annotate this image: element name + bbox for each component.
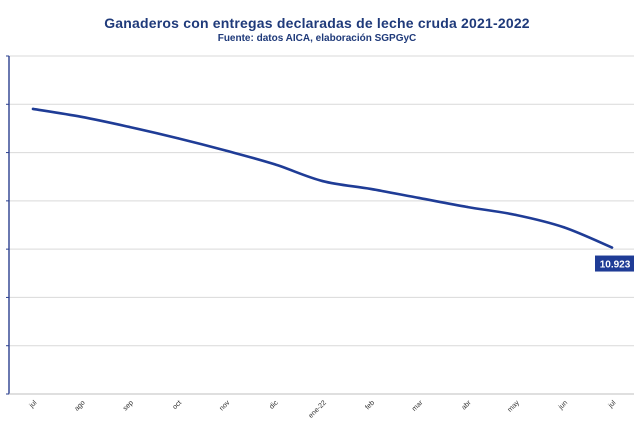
x-tick-label: mar — [411, 399, 425, 413]
gridlines — [6, 55, 634, 395]
data-point — [369, 187, 372, 191]
data-label-box — [595, 255, 634, 272]
chart-subtitle: Fuente: datos AICA, elaboración SGPGyC — [217, 33, 417, 44]
data-label: 10.923 — [600, 260, 631, 271]
data-point — [224, 149, 228, 152]
x-tick-label: jul — [607, 399, 618, 410]
series-line — [31, 107, 614, 249]
x-tick-label: oct — [172, 399, 184, 411]
data-point — [128, 125, 131, 129]
data-point — [610, 246, 614, 249]
x-tick-label: dic — [268, 399, 280, 411]
x-tick-label: ago — [73, 399, 86, 412]
data-point — [417, 196, 421, 200]
data-point — [321, 179, 324, 183]
data-point — [176, 137, 179, 140]
x-tick-label: may — [507, 399, 522, 414]
data-label-group: 10.923 — [595, 255, 634, 272]
x-axis-ticks: jul ago sep oct nov dic ene-22 feb mar abr may jun j… — [28, 399, 618, 420]
data-point — [80, 115, 83, 119]
series-line-group — [31, 107, 614, 249]
x-tick-label: nov — [218, 399, 231, 412]
x-tick-label: jun — [557, 399, 569, 411]
x-tick-label: sep — [122, 399, 135, 412]
data-point — [466, 205, 469, 209]
chart-title: Ganaderos con entregas declaradas de lec… — [104, 15, 530, 31]
x-tick-label: abr — [461, 399, 474, 412]
data-point — [514, 213, 517, 217]
data-point — [31, 107, 35, 111]
x-tick-label: ene-22 — [308, 399, 328, 419]
x-tick-label: feb — [364, 399, 376, 411]
x-tick-label: jul — [28, 399, 39, 410]
data-point — [562, 226, 565, 229]
data-point — [273, 162, 276, 166]
